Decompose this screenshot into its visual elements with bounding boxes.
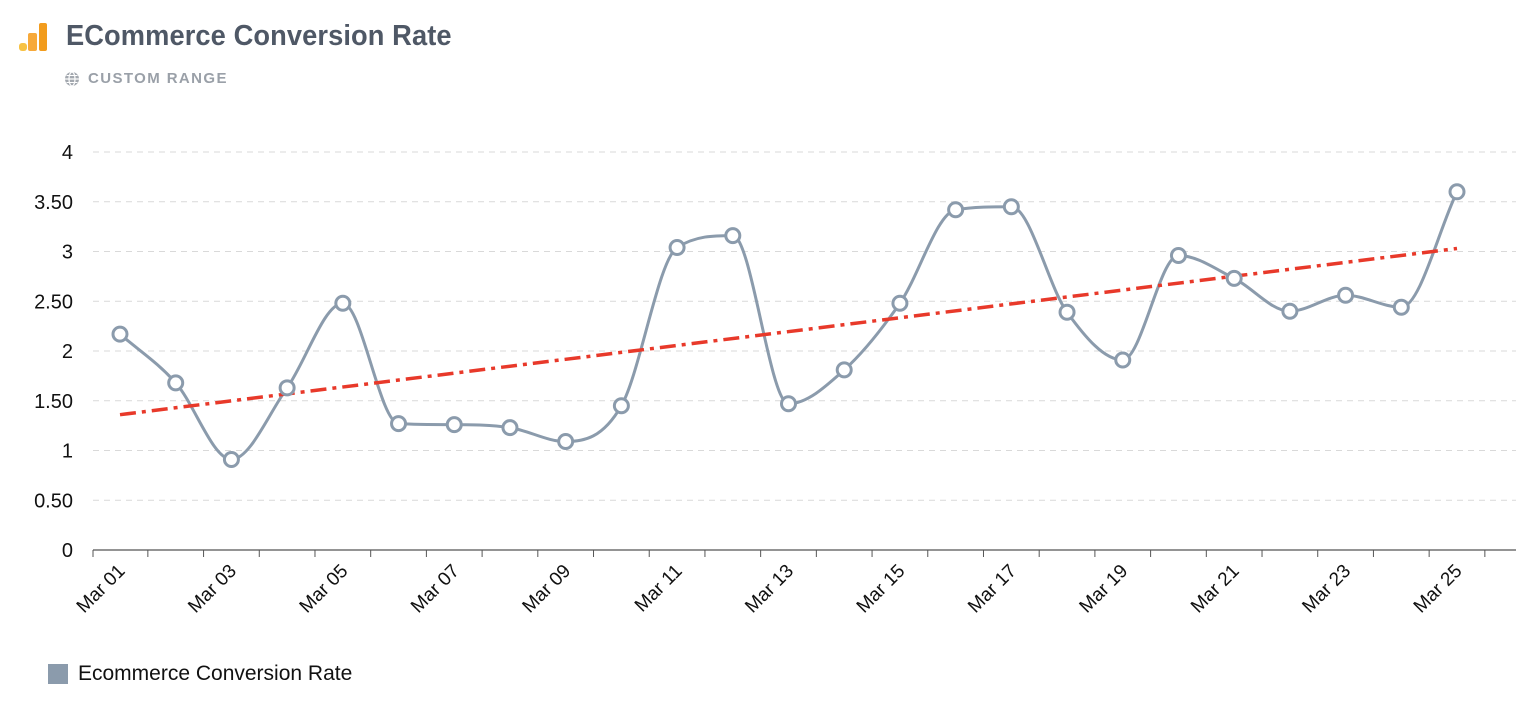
- analytics-bars-icon: [19, 23, 47, 51]
- y-tick-label: 1: [62, 441, 73, 463]
- date-range-label[interactable]: CUSTOM RANGE: [64, 70, 228, 87]
- y-tick-label: 3.50: [34, 192, 73, 214]
- data-point: [222, 450, 240, 468]
- data-point: [1281, 302, 1299, 320]
- y-tick-label: 3: [62, 242, 73, 264]
- data-point: [334, 294, 352, 312]
- series-line: [119, 191, 1459, 461]
- chart-legend[interactable]: Ecommerce Conversion Rate: [48, 662, 352, 686]
- x-tick-label: Mar 17: [964, 561, 1021, 618]
- data-point: [1058, 303, 1076, 321]
- data-point: [1392, 298, 1410, 316]
- x-tick-label: Mar 09: [519, 561, 576, 618]
- data-point: [612, 397, 630, 415]
- data-point: [1169, 246, 1187, 264]
- x-tick-label: Mar 23: [1298, 561, 1355, 618]
- data-point: [724, 227, 742, 245]
- x-tick-label: Mar 01: [73, 561, 130, 618]
- trendline: [119, 246, 1458, 417]
- data-point: [947, 201, 965, 219]
- data-point: [1002, 198, 1020, 216]
- y-tick-label: 4: [62, 142, 73, 164]
- x-tick-label: Mar 15: [853, 561, 910, 618]
- chart-header: ECommerce Conversion Rate: [18, 14, 476, 58]
- x-tick-label: Mar 25: [1410, 561, 1467, 618]
- y-tick-label: 0: [62, 540, 73, 562]
- x-tick-label: Mar 05: [296, 561, 353, 618]
- data-point: [780, 395, 797, 413]
- y-tick-label: 1.50: [34, 391, 73, 413]
- x-tick-label: Mar 21: [1187, 561, 1244, 618]
- legend-swatch: [48, 664, 68, 684]
- data-point: [668, 239, 686, 257]
- data-point: [278, 379, 296, 397]
- legend-label: Ecommerce Conversion Rate: [78, 662, 353, 685]
- x-tick-label: Mar 13: [741, 561, 798, 618]
- data-point: [557, 433, 575, 451]
- data-point: [501, 419, 519, 437]
- x-tick-label: Mar 11: [631, 561, 687, 617]
- data-point: [167, 374, 185, 392]
- y-tick-label: 0.50: [34, 490, 73, 512]
- data-point: [835, 361, 853, 379]
- x-tick-label: Mar 03: [184, 561, 241, 618]
- data-point: [111, 325, 129, 343]
- globe-icon: [65, 70, 79, 87]
- data-point: [1225, 269, 1243, 287]
- x-tick-label: Mar 07: [407, 561, 464, 618]
- data-point: [1448, 183, 1466, 201]
- data-point: [445, 416, 463, 434]
- data-point: [1114, 351, 1132, 369]
- data-point: [1337, 286, 1355, 304]
- date-range-text: CUSTOM RANGE: [88, 70, 228, 87]
- data-point: [390, 415, 408, 433]
- y-tick-label: 2: [62, 341, 73, 363]
- data-point: [891, 294, 909, 312]
- y-tick-label: 2.50: [34, 291, 73, 313]
- chart-title: ECommerce Conversion Rate: [66, 19, 452, 52]
- x-tick-label: Mar 19: [1076, 561, 1133, 618]
